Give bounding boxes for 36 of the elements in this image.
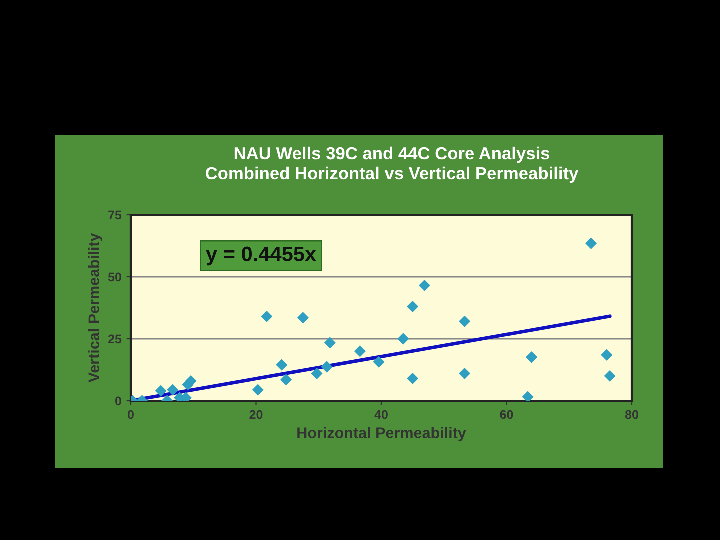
x-tick-label: 60 (500, 410, 514, 420)
annotation: y = 0.4455x (206, 246, 316, 266)
point (261, 310, 273, 322)
point (419, 280, 430, 292)
point (298, 312, 309, 324)
point (167, 384, 179, 396)
x-tick-label: 40 (374, 410, 388, 420)
point (604, 370, 616, 382)
point (276, 359, 288, 371)
point (252, 384, 264, 396)
chart-title: NAU Wells 39C and 44C Core Analysis Combined Horizontal vs Vertical Permeability (206, 146, 579, 184)
x-tick-label: 20 (250, 410, 263, 420)
point (601, 349, 613, 361)
point (155, 385, 167, 397)
point (459, 368, 470, 380)
x-tick-label: 80 (625, 410, 638, 420)
point (398, 333, 410, 345)
point (522, 391, 534, 401)
point (407, 372, 418, 384)
point (324, 337, 336, 349)
x-axis-title: Horizontal Permeability (298, 427, 466, 442)
point (373, 356, 385, 368)
y-tick-label: 25 (108, 334, 122, 344)
point (526, 352, 538, 364)
y-tick-label: 0 (116, 396, 122, 406)
x-tick-label: 0 (128, 410, 134, 420)
point (407, 301, 418, 312)
point (354, 346, 366, 358)
y-tick-label: 50 (108, 272, 122, 282)
point (586, 238, 597, 250)
y-tick-label: 75 (108, 210, 122, 220)
point (321, 361, 333, 373)
point (280, 374, 292, 386)
point (311, 368, 323, 380)
point (459, 316, 470, 328)
y-axis-title: Vertical Permeability (88, 233, 103, 383)
